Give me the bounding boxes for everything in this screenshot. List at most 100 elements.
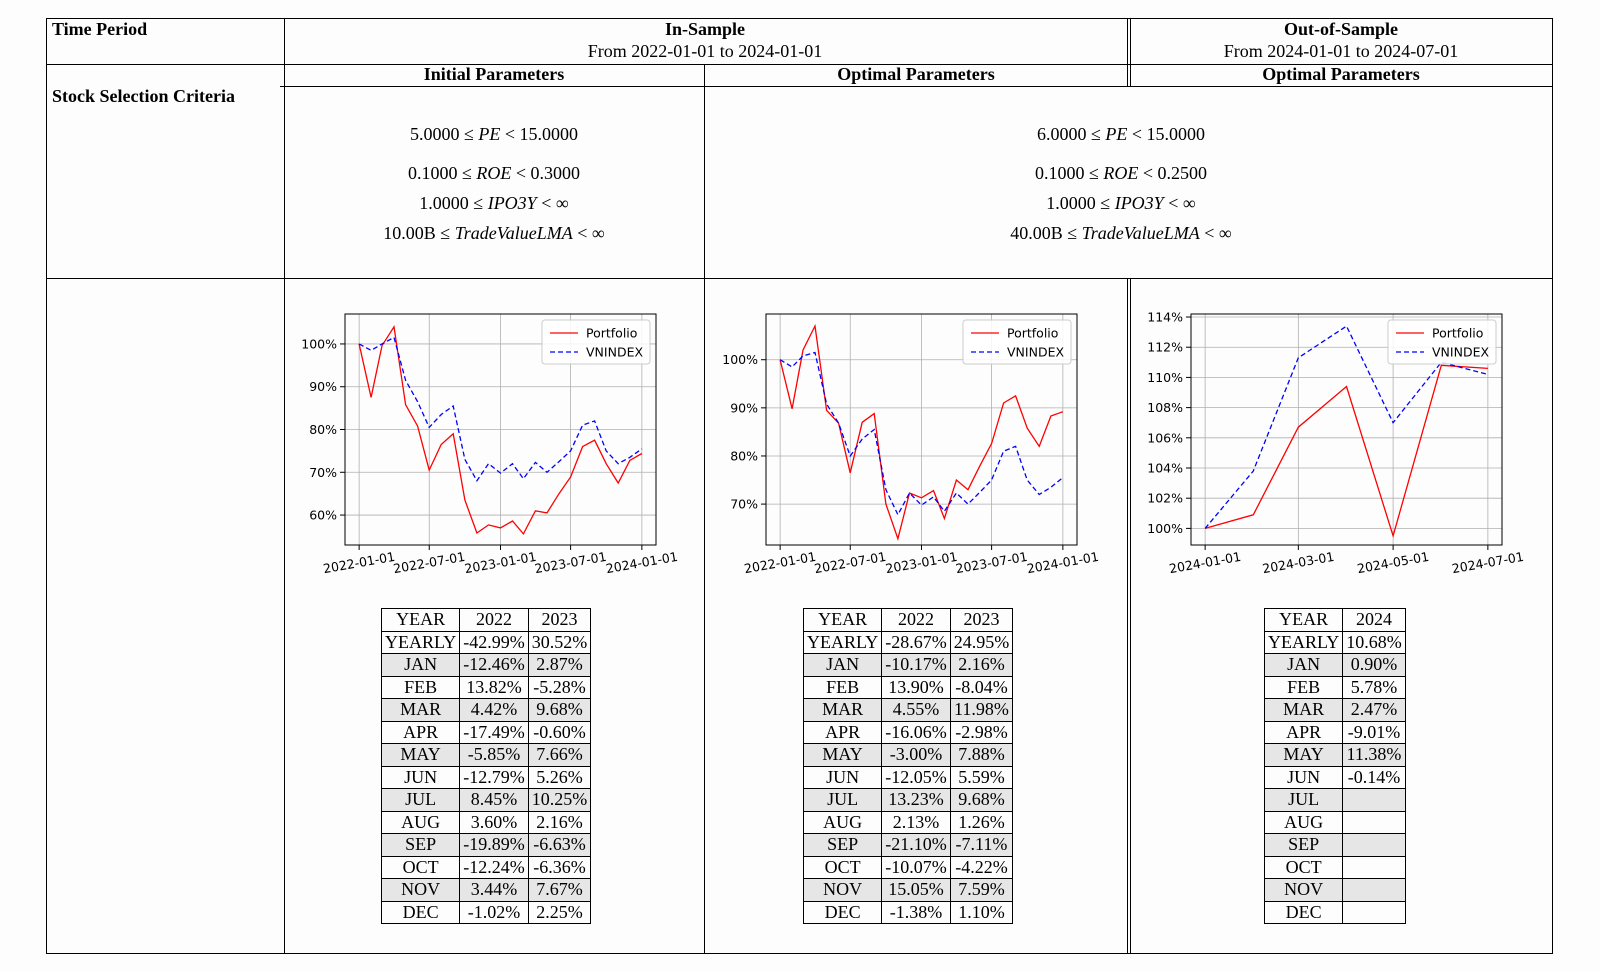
row-label: OCT [380,855,461,879]
row-label: JUL [1263,788,1344,812]
table-cell: -4.22% [949,855,1014,879]
table-cell: 4.55% [881,698,951,722]
x-tick-label: 2024-07-01 [1451,549,1525,576]
row-label: JAN [380,653,461,677]
table-cell: 30.52% [527,630,592,654]
pe-criterion: 6.0000 ≤ PE < 15.0000 [1036,124,1206,144]
table-cell: 24.95% [949,630,1014,654]
table-cell: -12.05% [881,765,951,789]
table-row: DEC -1.02% 2.25% [380,900,592,924]
table-header-row: YEAR 2022 2023 [380,608,592,632]
row-label: NOV [380,878,461,902]
table-cell: -16.06% [881,720,951,744]
table-row: AUG [1263,810,1406,834]
table-cell [1342,878,1406,902]
row-label: JUL [380,788,461,812]
table-cell: 9.68% [527,698,592,722]
table-cell: -5.28% [527,675,592,699]
table-row: JUN -12.05% 5.59% [802,765,1014,789]
row-label: YEARLY [1263,630,1344,654]
table-cell: 7.67% [527,878,592,902]
table-row: FEB 5.78% [1263,675,1406,699]
table-cell: 2022 [881,608,951,632]
table-row: OCT -12.24% -6.36% [380,855,592,879]
table-row: JAN 0.90% [1263,653,1406,677]
table-cell: -28.67% [881,630,951,654]
y-tick-label: 104% [1147,461,1183,476]
table-cell: 11.98% [949,698,1014,722]
table-cell: -3.00% [881,743,951,767]
table-row: NOV 3.44% 7.67% [380,878,592,902]
table-cell: -9.01% [1342,720,1406,744]
row-label: SEP [1263,833,1344,857]
table-cell: -8.04% [949,675,1014,699]
row-label: AUG [802,810,883,834]
table-cell: 10.25% [527,788,592,812]
table-row: YEARLY -42.99% 30.52% [380,630,592,654]
legend-label: VNINDEX [1432,345,1489,360]
table-row: YEARLY -28.67% 24.95% [802,630,1014,654]
table-row: FEB 13.90% -8.04% [802,675,1014,699]
table-row: MAR 2.47% [1263,698,1406,722]
row-label: MAR [380,698,461,722]
legend-label: VNINDEX [586,345,643,360]
row-label: YEAR [380,608,461,632]
legend-label: Portfolio [1432,326,1483,341]
y-tick-label: 110% [1147,370,1183,385]
y-tick-label: 80% [309,422,337,437]
table-cell: 5.59% [949,765,1014,789]
y-tick-label: 100% [722,352,758,367]
table-cell: 2.16% [527,810,592,834]
table-row: JUL 8.45% 10.25% [380,788,592,812]
x-tick-label: 2024-05-01 [1356,549,1430,576]
table-cell: 7.88% [949,743,1014,767]
table-row: SEP -21.10% -7.11% [802,833,1014,857]
row-label: YEAR [1263,608,1344,632]
row-label: MAY [1263,743,1344,767]
table-row: APR -16.06% -2.98% [802,720,1014,744]
row-label: JUN [1263,765,1344,789]
table-cell: -19.89% [459,833,529,857]
table-row: SEP -19.89% -6.63% [380,833,592,857]
y-tick-label: 60% [309,508,337,523]
legend-label: Portfolio [586,326,637,341]
table-cell: 2.25% [527,900,592,924]
row-label: FEB [1263,675,1344,699]
table-row: SEP [1263,833,1406,857]
table-cell: 3.60% [459,810,529,834]
table-row: AUG 2.13% 1.26% [802,810,1014,834]
row-label: MAR [1263,698,1344,722]
table-cell: -17.49% [459,720,529,744]
table-row: MAR 4.42% 9.68% [380,698,592,722]
table-cell: 3.44% [459,878,529,902]
table-row: JUN -0.14% [1263,765,1406,789]
table-header-row: YEAR 2022 2023 [802,608,1014,632]
roe-criterion: 0.1000 ≤ ROE < 0.3000 [407,163,581,183]
y-tick-label: 70% [309,465,337,480]
y-tick-label: 108% [1147,400,1183,415]
table-cell [1342,855,1406,879]
table-cell [1342,900,1406,924]
in-sample-title: In-Sample [664,19,746,39]
y-tick-label: 114% [1147,310,1183,325]
table-cell: -1.02% [459,900,529,924]
series-line-portfolio [358,324,643,536]
table-row: JAN -12.46% 2.87% [380,653,592,677]
table-cell: 1.10% [949,900,1014,924]
row-label: JUL [802,788,883,812]
legend-box [962,319,1072,365]
table-cell: 9.68% [949,788,1014,812]
roe-criterion: 0.1000 ≤ ROE < 0.2500 [1034,163,1208,183]
table-cell: 2022 [459,608,529,632]
table-cell: 13.90% [881,675,951,699]
row-label: APR [380,720,461,744]
table-row: OCT [1263,855,1406,879]
row-label: SEP [380,833,461,857]
pe-criterion: 5.0000 ≤ PE < 15.0000 [409,124,579,144]
table-cell: 0.90% [1342,653,1406,677]
row-label: OCT [802,855,883,879]
table-cell [1342,788,1406,812]
row-label: MAR [802,698,883,722]
